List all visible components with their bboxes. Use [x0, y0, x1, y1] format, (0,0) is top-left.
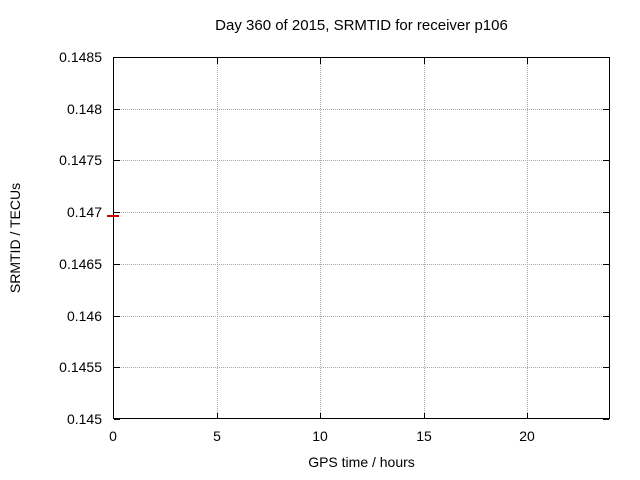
y-tick-left	[114, 419, 120, 420]
y-tick-label: 0.1455	[59, 359, 102, 375]
y-tick-label: 0.1485	[59, 49, 102, 65]
x-tick-top	[113, 58, 114, 64]
x-gridline	[217, 57, 218, 419]
y-tick-right	[603, 264, 609, 265]
y-tick-right	[603, 419, 609, 420]
x-tick-label: 0	[109, 428, 117, 444]
y-tick-label: 0.146	[66, 308, 102, 324]
y-gridline	[113, 160, 610, 161]
chart-title: Day 360 of 2015, SRMTID for receiver p10…	[215, 17, 508, 34]
x-tick-bottom	[217, 413, 218, 419]
y-tick-left	[114, 57, 120, 58]
y-tick-label: 0.1475	[59, 152, 102, 168]
x-tick-label: 10	[312, 428, 328, 444]
y-tick-left	[114, 316, 120, 317]
y-tick-right	[603, 109, 609, 110]
y-tick-left	[114, 367, 120, 368]
y-gridline	[113, 264, 610, 265]
x-tick-top	[424, 58, 425, 64]
y-tick-label: 0.145	[66, 411, 102, 427]
x-tick-label: 15	[416, 428, 432, 444]
x-tick-bottom	[320, 413, 321, 419]
x-tick-top	[217, 58, 218, 64]
y-gridline	[113, 367, 610, 368]
x-tick-top	[320, 58, 321, 64]
y-tick-label: 0.1465	[59, 256, 102, 272]
x-gridline	[424, 57, 425, 419]
x-tick-top	[527, 58, 528, 64]
x-tick-bottom	[424, 413, 425, 419]
y-tick-left	[114, 264, 120, 265]
y-tick-right	[603, 57, 609, 58]
y-tick-right	[603, 160, 609, 161]
x-tick-label: 20	[519, 428, 535, 444]
x-tick-bottom	[527, 413, 528, 419]
y-tick-label: 0.147	[66, 204, 102, 220]
x-tick-label: 5	[213, 428, 221, 444]
x-gridline	[527, 57, 528, 419]
y-tick-right	[603, 212, 609, 213]
y-tick-left	[114, 109, 120, 110]
y-gridline	[113, 212, 610, 213]
x-tick-bottom	[113, 413, 114, 419]
x-gridline	[320, 57, 321, 419]
y-gridline	[113, 109, 610, 110]
y-axis-title: SRMTID / TECUs	[7, 182, 23, 294]
y-tick-left	[114, 212, 120, 213]
data-point-marker	[107, 215, 119, 217]
y-tick-left	[114, 160, 120, 161]
y-tick-right	[603, 316, 609, 317]
x-axis-title: GPS time / hours	[308, 454, 415, 470]
plot-area	[113, 57, 610, 419]
y-gridline	[113, 316, 610, 317]
y-tick-right	[603, 367, 609, 368]
y-tick-label: 0.148	[66, 101, 102, 117]
